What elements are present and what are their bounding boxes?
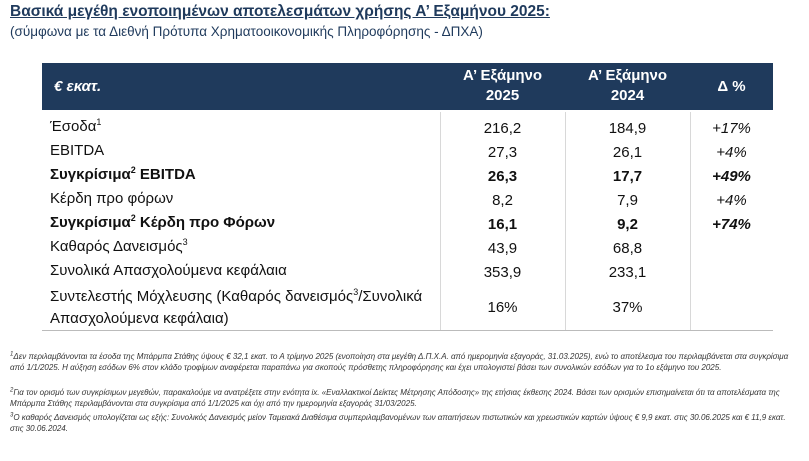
label-text: Κέρδη προ φόρων — [50, 190, 174, 207]
header-text: Α’ Εξάμηνο — [462, 67, 543, 84]
label-text: /Συνολικά Απασχολούμενα κεφάλαια) — [50, 288, 423, 327]
label-text: EBITDA — [50, 142, 105, 159]
subtitle: (σύμφωνα με τα Διεθνή Πρότυπα Χρηματοοικ… — [10, 24, 483, 39]
cell-value: 16% — [487, 299, 518, 316]
header-cell: Α’ Εξάμηνο 2025 — [440, 66, 565, 106]
title: Βασικά μεγέθη ενοποιημένων αποτελεσμάτων… — [10, 3, 550, 20]
superscript: 2 — [130, 213, 136, 223]
label-text: Κέρδη προ Φόρων — [135, 214, 276, 231]
footnote: 1Δεν περιλαμβάνονται τα έσοδα της Μπάρμπ… — [10, 351, 800, 373]
cell-value: 216,2 — [483, 119, 522, 137]
row-label: Καθαρός Δανεισμός3 — [50, 237, 435, 256]
label-text: Συνολικά Απασχολούμενα κεφάλαια — [50, 262, 287, 279]
row-label: Έσοδα1 — [50, 117, 435, 136]
superscript: 3 — [353, 287, 359, 297]
footnote: 2Για τον ορισμό των συγκρίσιμων μεγεθών,… — [10, 387, 800, 409]
header-cell: Δ % — [690, 77, 773, 97]
column-divider — [565, 112, 566, 330]
cell-value: +74% — [712, 215, 751, 233]
label-text: Συντελεστής Μόχλευσης (Καθαρός δανεισμός — [50, 288, 354, 305]
cell-value: 353,9 — [483, 263, 522, 281]
footnote: 3Ο καθαρός Δανεισμός υπολογίζεται ως εξή… — [10, 412, 800, 434]
label-text: Συγκρίσιμα — [50, 214, 131, 231]
label-text: Έσοδα — [50, 118, 97, 135]
cell-value: 26,1 — [612, 143, 643, 161]
header-cell: € εκατ. — [54, 77, 440, 97]
label-text: Καθαρός Δανεισμός — [50, 238, 183, 255]
superscript: 2 — [130, 165, 136, 175]
column-divider — [440, 112, 441, 330]
cell-value: 68,8 — [612, 239, 643, 257]
cell-value: +4% — [716, 191, 747, 209]
cell-value: 27,3 — [487, 143, 518, 161]
table-bottom-rule — [42, 330, 773, 331]
cell-value: 8,2 — [492, 191, 513, 209]
cell-value: 9,2 — [617, 215, 638, 233]
header-cell: Α’ Εξάμηνο 2024 — [565, 66, 690, 106]
cell-value: 17,7 — [612, 167, 643, 185]
superscript: 1 — [96, 117, 102, 127]
footnote-text: Για τον ορισμό των συγκρίσιμων μεγεθών, … — [10, 388, 780, 408]
header-text: Α’ Εξάμηνο — [587, 67, 668, 84]
header-text: € εκατ. — [54, 78, 102, 95]
cell-value: +4% — [716, 143, 747, 161]
cell-value: 43,9 — [487, 239, 518, 257]
header-text: Δ % — [717, 78, 746, 95]
row-label: Συντελεστής Μόχλευσης (Καθαρός δανεισμός… — [50, 286, 435, 330]
header-text: 2024 — [610, 87, 645, 104]
column-divider — [690, 112, 691, 330]
cell-value: +17% — [712, 119, 751, 137]
cell-value: 233,1 — [608, 263, 647, 281]
cell-value: 37% — [612, 299, 643, 316]
cell-value: 7,9 — [617, 191, 638, 209]
row-label: Κέρδη προ φόρων — [50, 189, 435, 208]
footnote-text: Δεν περιλαμβάνονται τα έσοδα της Μπάρμπα… — [10, 352, 789, 372]
cell-value: 184,9 — [608, 119, 647, 137]
cell-value: 26,3 — [487, 167, 518, 185]
header-bar — [42, 63, 773, 110]
cell-value: +49% — [712, 167, 751, 185]
row-label: Συνολικά Απασχολούμενα κεφάλαια — [50, 261, 435, 280]
row-label: Συγκρίσιμα2 Κέρδη προ Φόρων — [50, 213, 435, 232]
row-label: Συγκρίσιμα2 EBITDA — [50, 165, 435, 184]
row-label: EBITDA — [50, 141, 435, 160]
superscript: 3 — [182, 237, 188, 247]
footnote-mark: 3 — [10, 412, 14, 419]
footnote-mark: 1 — [10, 351, 14, 358]
label-text: Συγκρίσιμα — [50, 166, 131, 183]
label-text: EBITDA — [135, 166, 196, 183]
footnote-mark: 2 — [10, 387, 14, 394]
footnote-text: Ο καθαρός Δανεισμός υπολογίζεται ως εξής… — [10, 413, 786, 433]
cell-value: 16,1 — [487, 215, 518, 233]
header-text: 2025 — [485, 87, 520, 104]
